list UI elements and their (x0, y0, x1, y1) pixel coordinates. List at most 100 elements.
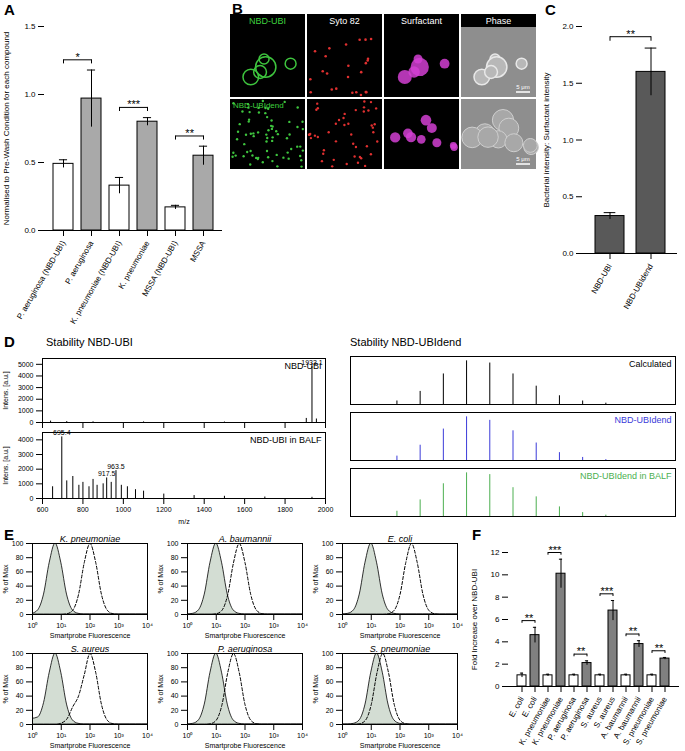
svg-text:MSSA (NBD-UBI): MSSA (NBD-UBI) (140, 239, 179, 298)
svg-text:3000: 3000 (18, 451, 34, 458)
svg-text:Intens. [a.u.]: Intens. [a.u.] (2, 371, 10, 410)
svg-text:10⁰: 10⁰ (183, 622, 194, 629)
svg-text:S. pneumoniae: S. pneumoniae (634, 695, 669, 747)
svg-text:40: 40 (16, 692, 24, 699)
svg-text:80: 80 (16, 664, 24, 671)
svg-text:1.5: 1.5 (24, 22, 36, 31)
svg-text:1933.1: 1933.1 (301, 359, 323, 366)
svg-text:**: ** (577, 645, 586, 657)
svg-text:10⁰: 10⁰ (338, 732, 349, 739)
svg-text:2.0: 2.0 (562, 22, 574, 31)
svg-text:4000: 4000 (18, 436, 34, 443)
svg-text:10²: 10² (395, 622, 406, 629)
svg-text:10⁰: 10⁰ (338, 622, 349, 629)
svg-text:10³: 10³ (424, 622, 435, 629)
svg-text:10⁰: 10⁰ (183, 732, 194, 739)
svg-text:Fold Increase over NBD-UBI: Fold Increase over NBD-UBI (470, 569, 479, 670)
svg-text:10⁴: 10⁴ (297, 732, 308, 739)
svg-text:K. pneumoniae: K. pneumoniae (60, 534, 121, 544)
svg-text:0: 0 (330, 611, 334, 618)
svg-text:% of Max: % of Max (312, 674, 319, 704)
svg-text:3000: 3000 (18, 384, 34, 391)
svg-text:10²: 10² (85, 732, 96, 739)
svg-text:100: 100 (167, 540, 179, 547)
svg-text:m/z: m/z (178, 518, 190, 525)
svg-text:8: 8 (495, 593, 500, 602)
svg-text:Smartprobe Fluorescence: Smartprobe Fluorescence (360, 632, 441, 640)
svg-text:5000: 5000 (18, 361, 34, 368)
svg-text:60: 60 (171, 678, 179, 685)
svg-text:1200: 1200 (156, 506, 172, 513)
svg-text:12: 12 (491, 548, 500, 557)
svg-text:1000: 1000 (18, 407, 34, 414)
svg-text:20: 20 (171, 597, 179, 604)
svg-text:1400: 1400 (196, 506, 212, 513)
svg-text:% of Max: % of Max (157, 564, 164, 594)
svg-text:10³: 10³ (114, 622, 125, 629)
svg-text:2000: 2000 (318, 506, 334, 513)
svg-text:Phase: Phase (486, 16, 512, 26)
svg-text:MSSA: MSSA (188, 239, 207, 264)
svg-text:20: 20 (326, 707, 334, 714)
svg-text:Surfactant: Surfactant (401, 16, 443, 26)
svg-text:**: ** (655, 642, 664, 654)
svg-text:10¹: 10¹ (366, 622, 377, 629)
svg-text:2000: 2000 (18, 465, 34, 472)
svg-text:NBD-UBIdend: NBD-UBIdend (614, 415, 671, 425)
svg-text:0: 0 (330, 721, 334, 728)
svg-text:*: * (75, 51, 80, 63)
svg-text:100: 100 (12, 650, 24, 657)
svg-text:600: 600 (37, 506, 49, 513)
svg-text:40: 40 (171, 582, 179, 589)
svg-text:100: 100 (322, 540, 334, 547)
svg-text:Smartprobe Fluorescence: Smartprobe Fluorescence (50, 742, 131, 750)
svg-text:0: 0 (30, 495, 34, 502)
svg-text:S. pneumoniae: S. pneumoniae (370, 644, 431, 654)
svg-text:NBD-UBIdend: NBD-UBIdend (622, 262, 655, 310)
svg-text:K. pneumoniae (NBD-UBI): K. pneumoniae (NBD-UBI) (69, 239, 124, 325)
svg-text:10⁴: 10⁴ (452, 622, 463, 629)
svg-text:***: *** (127, 98, 141, 110)
svg-text:695.4: 695.4 (53, 429, 71, 436)
svg-text:**: ** (525, 612, 534, 624)
svg-text:0: 0 (20, 721, 24, 728)
svg-text:10⁴: 10⁴ (142, 732, 153, 739)
svg-text:10: 10 (491, 570, 500, 579)
svg-text:60: 60 (326, 678, 334, 685)
svg-text:P. aeruginosa: P. aeruginosa (218, 644, 272, 654)
svg-text:40: 40 (171, 692, 179, 699)
svg-text:1000: 1000 (18, 480, 34, 487)
svg-text:10³: 10³ (424, 732, 435, 739)
svg-text:80: 80 (16, 554, 24, 561)
svg-text:917.5: 917.5 (98, 470, 116, 477)
svg-text:1800: 1800 (277, 506, 293, 513)
svg-text:10⁴: 10⁴ (452, 732, 463, 739)
svg-text:40: 40 (326, 692, 334, 699)
svg-text:% of Max: % of Max (157, 674, 164, 704)
svg-text:800: 800 (77, 506, 89, 513)
svg-text:2: 2 (495, 660, 500, 669)
svg-text:**: ** (626, 28, 635, 40)
svg-text:***: *** (549, 544, 563, 556)
svg-text:80: 80 (326, 554, 334, 561)
svg-text:P. aeruginosa (NBD-UBI): P. aeruginosa (NBD-UBI) (15, 239, 67, 321)
svg-text:NBD-UBI in BALF: NBD-UBI in BALF (250, 435, 322, 445)
svg-text:% of Max: % of Max (2, 564, 9, 594)
svg-text:Smartprobe Fluorescence: Smartprobe Fluorescence (50, 632, 131, 640)
svg-text:10⁴: 10⁴ (297, 622, 308, 629)
svg-text:P. aeruginosa: P. aeruginosa (63, 239, 95, 286)
svg-text:20: 20 (16, 597, 24, 604)
svg-text:10¹: 10¹ (366, 732, 377, 739)
svg-text:20: 20 (16, 707, 24, 714)
svg-text:60: 60 (326, 568, 334, 575)
svg-text:60: 60 (16, 678, 24, 685)
svg-text:10¹: 10¹ (56, 622, 67, 629)
svg-text:80: 80 (171, 554, 179, 561)
svg-text:Normalised to Pre-Wash Conditi: Normalised to Pre-Wash Condition for eac… (2, 32, 11, 226)
svg-text:0.5: 0.5 (24, 158, 36, 167)
svg-text:0: 0 (175, 611, 179, 618)
svg-text:100: 100 (322, 650, 334, 657)
svg-text:Calculated: Calculated (629, 359, 672, 369)
svg-text:1600: 1600 (237, 506, 253, 513)
svg-text:40: 40 (16, 582, 24, 589)
